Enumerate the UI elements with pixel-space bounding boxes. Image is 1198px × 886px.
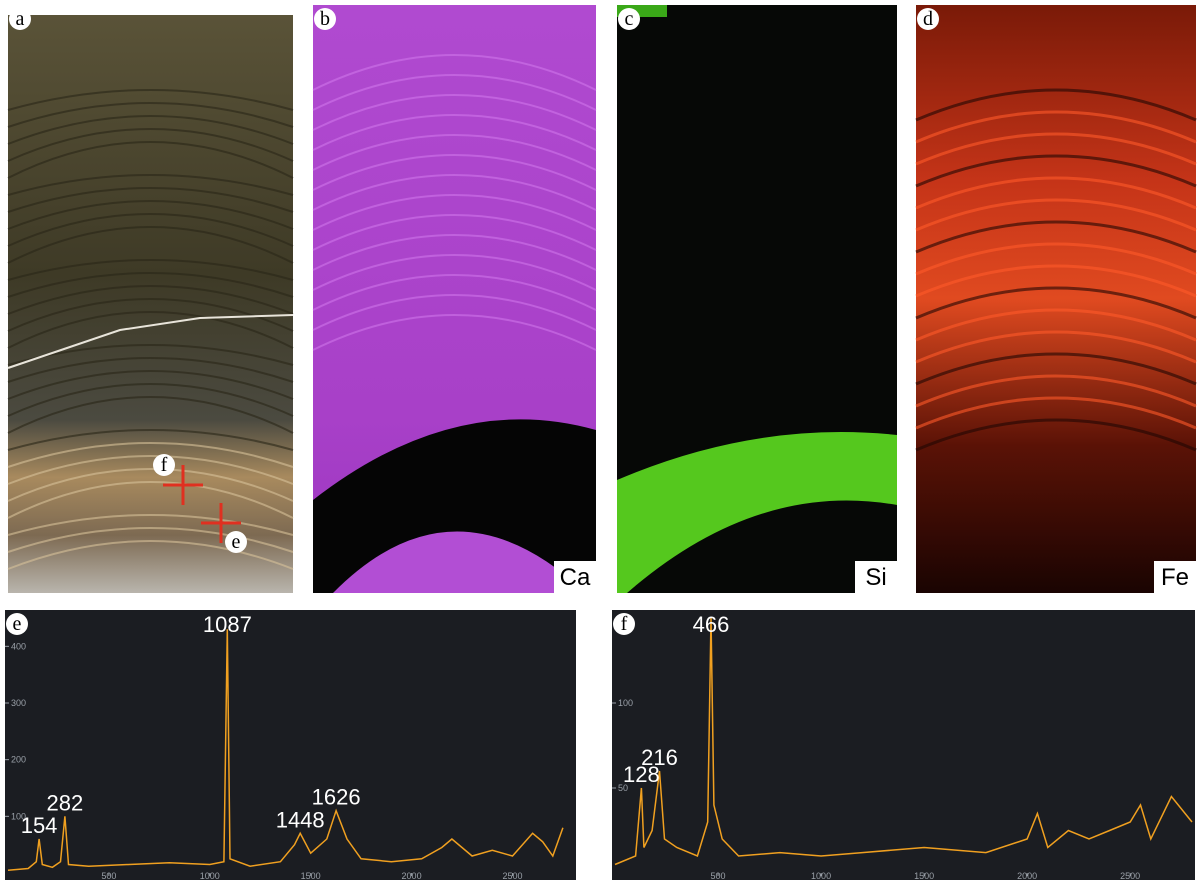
image-panels: f e a Ca b Si c Fe d bbox=[8, 5, 1196, 593]
x-tick-label: 1500 bbox=[301, 871, 321, 881]
element-label: Si bbox=[865, 564, 886, 591]
thin-section-image bbox=[8, 15, 293, 593]
x-tick-label: 1000 bbox=[811, 871, 831, 881]
image-panel: f e a bbox=[8, 8, 293, 593]
image-panel: Si c bbox=[617, 5, 897, 593]
figure: f e a Ca b Si c Fe d 100 200 300 400 500 1000 1500 2000… bbox=[0, 0, 1198, 881]
y-tick-label: 100 bbox=[618, 698, 633, 708]
element-map-image bbox=[916, 5, 1196, 593]
panel-label: e bbox=[13, 613, 22, 635]
x-tick-label: 500 bbox=[711, 871, 726, 881]
y-tick-label: 300 bbox=[11, 698, 26, 708]
plot-background bbox=[5, 610, 576, 880]
x-tick-label: 2500 bbox=[502, 871, 522, 881]
peak-label: 1626 bbox=[312, 785, 361, 810]
x-tick-label: 2500 bbox=[1120, 871, 1140, 881]
y-tick-label: 400 bbox=[11, 641, 26, 651]
panel-label: a bbox=[16, 8, 25, 30]
x-tick-label: 500 bbox=[101, 871, 116, 881]
element-label: Fe bbox=[1161, 564, 1189, 591]
marker-label: f bbox=[161, 454, 168, 476]
panel-label: f bbox=[621, 613, 628, 635]
panel-label: c bbox=[625, 8, 634, 30]
peak-label: 282 bbox=[47, 790, 84, 815]
image-panel: Ca b bbox=[313, 5, 596, 593]
x-tick-label: 2000 bbox=[1017, 871, 1037, 881]
element-label: Ca bbox=[560, 564, 591, 591]
peak-label: 154 bbox=[21, 813, 58, 838]
peak-label: 1087 bbox=[203, 612, 252, 637]
x-tick-label: 1500 bbox=[914, 871, 934, 881]
y-tick-label: 200 bbox=[11, 755, 26, 765]
panel-label: d bbox=[923, 8, 933, 30]
peak-label: 466 bbox=[693, 612, 730, 637]
image-panel: Fe d bbox=[916, 5, 1196, 593]
peak-label: 1448 bbox=[276, 807, 325, 832]
marker-label: e bbox=[232, 531, 241, 553]
x-tick-label: 1000 bbox=[200, 871, 220, 881]
panel-label: b bbox=[320, 8, 330, 30]
peak-label: 216 bbox=[641, 745, 678, 770]
plot-background bbox=[612, 610, 1195, 880]
x-tick-label: 2000 bbox=[402, 871, 422, 881]
